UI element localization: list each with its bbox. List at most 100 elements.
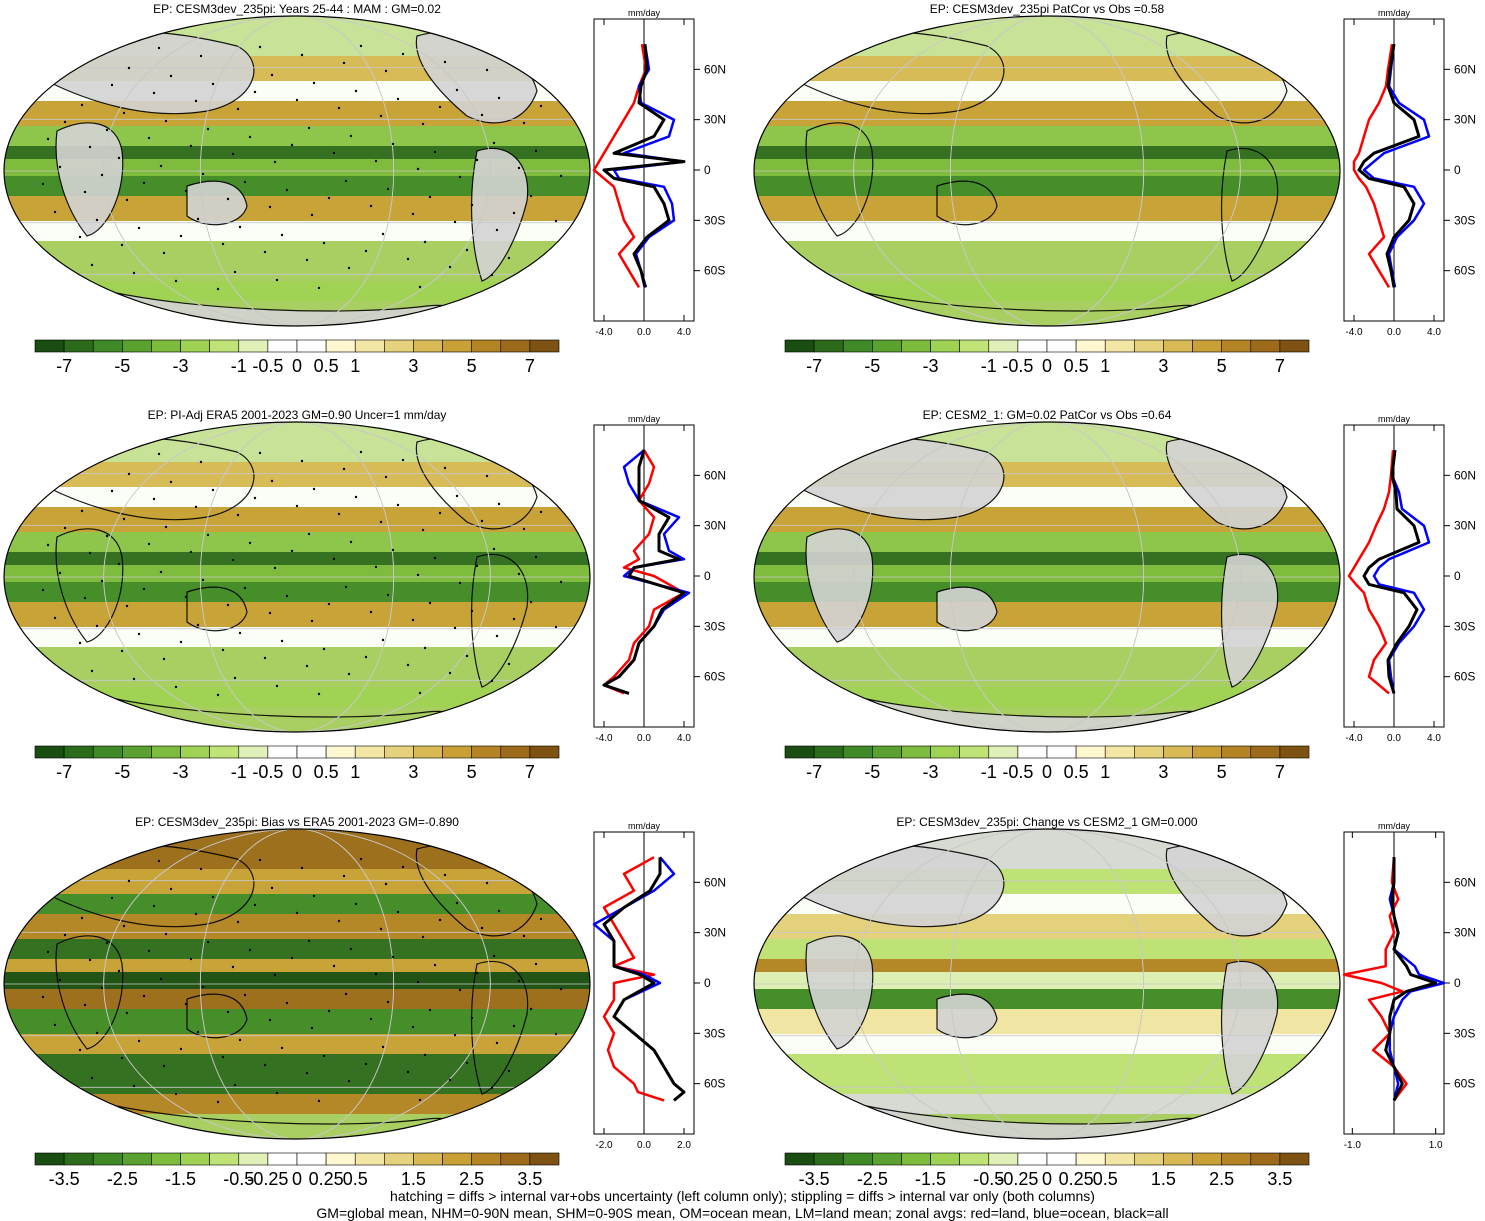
stipple-dot bbox=[470, 1016, 474, 1020]
stipple-dot bbox=[189, 550, 193, 554]
lat-tick-label: 30S bbox=[704, 213, 725, 227]
colorbar-tick-label: -7 bbox=[56, 356, 72, 376]
stipple-dot bbox=[418, 1098, 422, 1102]
continent-outline bbox=[186, 586, 248, 632]
x-tick-label: -4.0 bbox=[1345, 733, 1363, 744]
stipple-dot bbox=[423, 646, 427, 650]
stipple-dot bbox=[490, 1086, 494, 1090]
stipple-dot bbox=[211, 488, 215, 492]
stipple-dot bbox=[455, 494, 459, 498]
globe-map bbox=[753, 828, 1341, 1140]
stipple-dot bbox=[327, 196, 331, 200]
precip-band bbox=[754, 959, 1340, 972]
colorbar-swatch bbox=[209, 339, 240, 353]
stipple-dot bbox=[539, 917, 543, 921]
graticule-meridian bbox=[949, 829, 1145, 1139]
stipple-dot bbox=[231, 965, 235, 969]
colorbar-tick-label: -0.5 bbox=[223, 1169, 254, 1189]
precip-band bbox=[754, 939, 1340, 959]
stipple-dot bbox=[342, 874, 346, 878]
stipple-dot bbox=[490, 273, 494, 277]
colorbar-swatch bbox=[901, 339, 931, 353]
stipple-dot bbox=[263, 1063, 267, 1067]
stipple-dot bbox=[418, 691, 422, 695]
colorbar-tick-label: 7 bbox=[525, 356, 535, 376]
precip-band bbox=[4, 914, 590, 939]
colorbar-tick-label: -1 bbox=[981, 356, 997, 376]
stipple-dot bbox=[226, 603, 230, 607]
stipple-dot bbox=[270, 479, 274, 483]
stipple-dot bbox=[534, 555, 538, 559]
stipple-dot bbox=[41, 182, 45, 186]
colorbar-swatch bbox=[1134, 339, 1164, 353]
colorbar-tick-label: 5 bbox=[467, 356, 477, 376]
colorbar-tick-label: -3 bbox=[923, 762, 939, 782]
stipple-dot bbox=[238, 225, 242, 229]
stipple-dot bbox=[46, 543, 50, 547]
stipple-dot bbox=[443, 466, 447, 470]
colorbar-swatch bbox=[1104, 339, 1135, 353]
unit-label: mm/day bbox=[628, 414, 661, 424]
x-tick-label: 1.0 bbox=[1429, 1140, 1443, 1151]
stipple-dot bbox=[354, 902, 358, 906]
stipple-dot bbox=[423, 1053, 427, 1057]
colorbar-swatch bbox=[500, 339, 531, 353]
stipple-dot bbox=[157, 46, 161, 50]
stipple-dot bbox=[342, 467, 346, 471]
colorbar: -7 -5 -3 -1 -0.5 0 0.5 1 3 5 7 bbox=[34, 745, 560, 782]
colorbar: -7 -5 -3 -1 -0.5 0 0.5 1 3 5 7 bbox=[784, 745, 1310, 782]
stipple-dot bbox=[406, 1070, 410, 1074]
x-tick-label: 4.0 bbox=[1427, 327, 1441, 338]
globe-map bbox=[3, 15, 591, 327]
stipple-dot bbox=[53, 1023, 57, 1027]
stipple-dot bbox=[379, 520, 383, 524]
stipple-dot bbox=[236, 107, 240, 111]
zonal-mean-plot: 60N 30N 0 30S 60S -4.0 0.0 4.0 mm/day bbox=[1343, 414, 1476, 744]
colorbar-tick-label: -1 bbox=[231, 762, 247, 782]
stipple-dot bbox=[349, 134, 353, 138]
colorbar-tick-label: 0 bbox=[1042, 1169, 1052, 1189]
colorbar-swatch bbox=[1163, 339, 1193, 353]
precip-band bbox=[754, 81, 1340, 101]
stipple-dot bbox=[522, 527, 526, 531]
colorbar: -7 -5 -3 -1 -0.5 0 0.5 1 3 5 7 bbox=[34, 339, 560, 376]
colorbar-swatch bbox=[267, 745, 298, 759]
stipple-dot bbox=[411, 212, 415, 216]
colorbar-swatch bbox=[842, 745, 873, 759]
colorbar-swatch bbox=[92, 1152, 123, 1166]
stipple-dot bbox=[517, 166, 521, 170]
colorbar-swatch bbox=[122, 745, 152, 759]
stipple-dot bbox=[458, 581, 462, 585]
colorbar-tick-label: 2.5 bbox=[459, 1169, 484, 1189]
stipple-dot bbox=[480, 926, 484, 930]
continent-outline bbox=[805, 122, 874, 237]
stipple-dot bbox=[95, 1031, 99, 1035]
precip-band bbox=[754, 1034, 1340, 1054]
precip-band bbox=[4, 959, 590, 972]
stipple-dot bbox=[164, 525, 168, 529]
colorbar-swatch bbox=[151, 745, 181, 759]
stipple-dot bbox=[285, 1001, 289, 1005]
stipple-dot bbox=[391, 142, 395, 146]
stipple-dot bbox=[448, 1078, 452, 1082]
colorbar-tick-label: 3 bbox=[408, 356, 418, 376]
stipple-dot bbox=[347, 1079, 351, 1083]
stipple-dot bbox=[238, 1038, 242, 1042]
stipple-dot bbox=[423, 240, 427, 244]
stipple-dot bbox=[344, 992, 348, 996]
stipple-dot bbox=[485, 68, 489, 72]
globe-map bbox=[3, 828, 591, 1140]
stipple-dot bbox=[179, 234, 183, 238]
stipple-dot bbox=[275, 684, 279, 688]
colorbar-swatch bbox=[34, 745, 65, 759]
stipple-dot bbox=[110, 489, 114, 493]
stipple-dot bbox=[258, 858, 262, 862]
colorbar-swatch bbox=[1134, 745, 1164, 759]
stipple-dot bbox=[110, 83, 114, 87]
stipple-dot bbox=[253, 903, 257, 907]
lat-tick-label: 0 bbox=[1454, 976, 1461, 990]
colorbar-swatch bbox=[354, 1152, 385, 1166]
stipple-dot bbox=[475, 564, 479, 568]
globe-map bbox=[753, 421, 1341, 733]
